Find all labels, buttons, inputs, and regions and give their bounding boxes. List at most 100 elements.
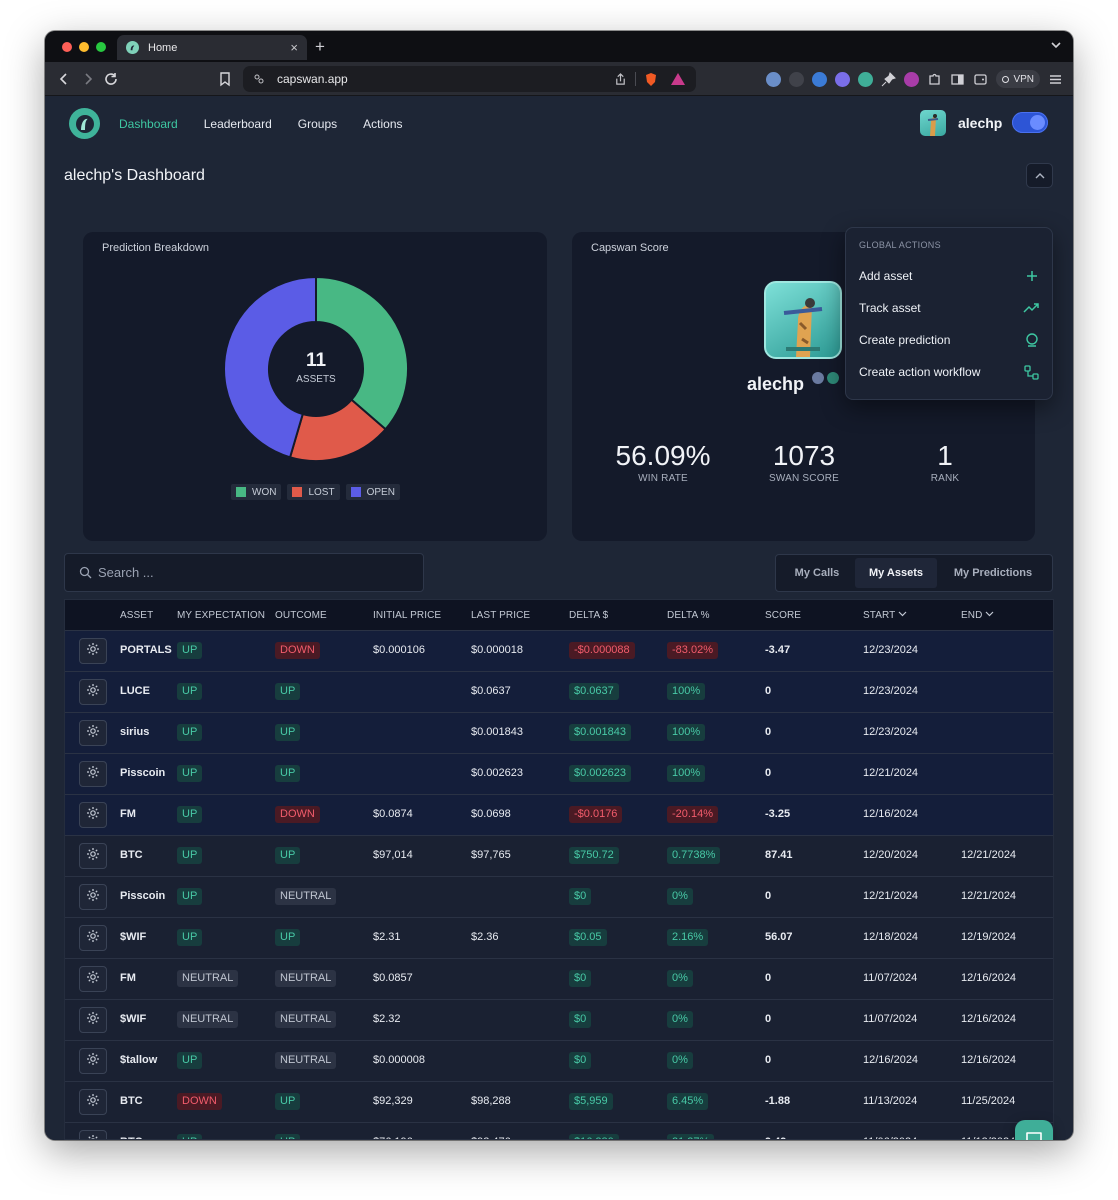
search-input[interactable]: [98, 565, 398, 580]
column-header-delta-pct[interactable]: DELTA %: [667, 610, 710, 621]
asset-name[interactable]: BTC: [120, 849, 143, 861]
asset-name[interactable]: $tallow: [120, 1054, 158, 1066]
row-settings-button[interactable]: [79, 720, 107, 746]
table-row[interactable]: BTC DOWN UP $92,329 $98,288 $5,959 6.45% -1.88 1…: [65, 1081, 1053, 1122]
row-settings-button[interactable]: [79, 884, 107, 910]
tab-my-predictions[interactable]: My Predictions: [953, 567, 1033, 579]
extension-icon[interactable]: [789, 71, 805, 87]
pin-icon[interactable]: [881, 71, 897, 87]
tab-list-chevron-icon[interactable]: [1049, 38, 1063, 52]
row-settings-button[interactable]: [79, 1048, 107, 1074]
legend-item-won[interactable]: WON: [231, 484, 282, 500]
column-header-outcome[interactable]: OUTCOME: [275, 610, 327, 621]
bookmark-icon[interactable]: [217, 71, 233, 87]
table-row[interactable]: Pisscoin UP UP $0.002623 $0.002623 100% 0 12/21…: [65, 753, 1053, 794]
extension-icon[interactable]: [812, 71, 828, 87]
chat-support-button[interactable]: [1015, 1120, 1053, 1140]
extension-icon[interactable]: [835, 71, 851, 87]
table-row[interactable]: LUCE UP UP $0.0637 $0.0637 100% 0 12/23/2024: [65, 671, 1053, 712]
extension-icon[interactable]: [766, 71, 782, 87]
asset-name[interactable]: Pisscoin: [120, 767, 166, 779]
extensions-puzzle-icon[interactable]: [927, 72, 942, 87]
row-settings-button[interactable]: [79, 843, 107, 869]
donut-slice-open[interactable]: [223, 275, 317, 459]
column-header-end[interactable]: END: [961, 610, 994, 621]
asset-name[interactable]: BTC: [120, 1095, 143, 1107]
brave-shields-icon[interactable]: [644, 72, 658, 87]
share-icon[interactable]: [614, 72, 627, 86]
row-settings-button[interactable]: [79, 1007, 107, 1033]
column-header-initial-price[interactable]: INITIAL PRICE: [373, 610, 442, 621]
reload-icon[interactable]: [103, 71, 119, 87]
nav-actions[interactable]: Actions: [363, 117, 403, 131]
site-settings-icon[interactable]: [253, 73, 265, 85]
wallet-icon[interactable]: [973, 72, 988, 87]
username[interactable]: alechp: [958, 115, 1003, 131]
minimize-window-button[interactable]: [79, 42, 89, 52]
asset-name[interactable]: $WIF: [120, 1013, 147, 1025]
extension-icon[interactable]: [858, 71, 874, 87]
row-settings-button[interactable]: [79, 1089, 107, 1115]
close-tab-icon[interactable]: ×: [290, 40, 298, 55]
user-avatar[interactable]: [920, 110, 946, 136]
new-tab-icon[interactable]: +: [315, 37, 325, 56]
nav-leaderboard[interactable]: Leaderboard: [203, 117, 272, 131]
theme-toggle[interactable]: [1012, 112, 1048, 133]
column-header-score[interactable]: SCORE: [765, 610, 802, 621]
close-window-button[interactable]: [62, 42, 72, 52]
table-row[interactable]: sirius UP UP $0.001843 $0.001843 100% 0 12/23/2…: [65, 712, 1053, 753]
nav-dashboard[interactable]: Dashboard: [119, 117, 178, 131]
table-row[interactable]: $WIF NEUTRAL NEUTRAL $2.32 $0 0% 0 11/07/2024 12…: [65, 999, 1053, 1040]
asset-name[interactable]: FM: [120, 972, 136, 984]
capswan-logo-icon[interactable]: [69, 108, 100, 139]
row-settings-button[interactable]: [79, 638, 107, 664]
vpn-button[interactable]: VPN: [996, 70, 1040, 88]
table-row[interactable]: $tallow UP NEUTRAL $0.000008 $0 0% 0 12/16/2024…: [65, 1040, 1053, 1081]
address-bar[interactable]: capswan.app: [243, 66, 696, 92]
sidebar-toggle-icon[interactable]: [950, 72, 965, 87]
row-settings-button[interactable]: [79, 802, 107, 828]
table-row[interactable]: FM NEUTRAL NEUTRAL $0.0857 $0 0% 0 11/07/2024 12…: [65, 958, 1053, 999]
menu-item-add-asset[interactable]: Add asset: [846, 261, 1052, 291]
column-header-asset[interactable]: ASSET: [120, 610, 154, 621]
tab-my-assets[interactable]: My Assets: [855, 558, 937, 588]
legend-item-lost[interactable]: LOST: [287, 484, 340, 500]
table-row[interactable]: BTC UP UP $97,014 $97,765 $750.72 0.7738% 87.41…: [65, 835, 1053, 876]
column-header-start[interactable]: START: [863, 610, 907, 621]
tab-my-calls[interactable]: My Calls: [794, 567, 840, 579]
extension-icon[interactable]: [904, 71, 920, 87]
row-settings-button[interactable]: [79, 966, 107, 992]
column-header-delta-usd[interactable]: DELTA $: [569, 610, 609, 621]
row-settings-button[interactable]: [79, 761, 107, 787]
browser-tab[interactable]: Home ×: [117, 35, 307, 60]
back-icon[interactable]: [56, 71, 72, 87]
menu-item-track-asset[interactable]: Track asset: [846, 293, 1052, 323]
menu-item-create-prediction[interactable]: Create prediction: [846, 325, 1052, 355]
asset-name[interactable]: PORTALS: [120, 644, 172, 656]
forward-icon[interactable]: [80, 71, 96, 87]
table-row[interactable]: Pisscoin UP NEUTRAL $0 0% 0 12/21/2024 12/21/20…: [65, 876, 1053, 917]
asset-name[interactable]: $WIF: [120, 931, 147, 943]
table-row[interactable]: BTC UP UP $76,196 $92,476 $16,280 21.37% 9.49 11…: [65, 1122, 1053, 1139]
nav-groups[interactable]: Groups: [297, 117, 338, 131]
column-header-expectation[interactable]: MY EXPECTATION: [177, 610, 266, 621]
asset-name[interactable]: LUCE: [120, 685, 150, 697]
browser-menu-icon[interactable]: [1048, 72, 1063, 87]
asset-name[interactable]: FM: [120, 808, 136, 820]
brave-rewards-icon[interactable]: [670, 72, 686, 86]
asset-name[interactable]: sirius: [120, 726, 150, 738]
row-settings-button[interactable]: [79, 925, 107, 951]
donut-slice-won[interactable]: [315, 275, 409, 431]
column-header-last-price[interactable]: LAST PRICE: [471, 610, 531, 621]
table-row[interactable]: PORTALS UP DOWN $0.000106 $0.000018 -$0.00008…: [65, 630, 1053, 671]
global-actions-toggle-button[interactable]: [1026, 163, 1053, 188]
table-row[interactable]: $WIF UP UP $2.31 $2.36 $0.05 2.16% 56.07 12/18/2…: [65, 917, 1053, 958]
row-settings-button[interactable]: [79, 679, 107, 705]
legend-item-open[interactable]: OPEN: [345, 484, 400, 500]
maximize-window-button[interactable]: [96, 42, 106, 52]
menu-item-create-action-workflow[interactable]: Create action workflow: [846, 357, 1052, 387]
row-settings-button[interactable]: [79, 1130, 107, 1139]
asset-name[interactable]: Pisscoin: [120, 890, 166, 902]
table-row[interactable]: FM UP DOWN $0.0874 $0.0698 -$0.0176 -20.14% -3.…: [65, 794, 1053, 835]
asset-name[interactable]: BTC: [120, 1136, 143, 1139]
